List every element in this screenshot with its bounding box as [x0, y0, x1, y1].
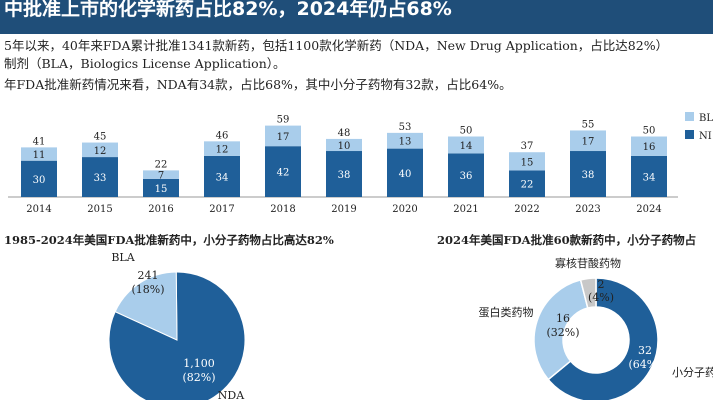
bar-bla-value-label: 17 [277, 132, 290, 143]
intro-paragraph-line-1: 5年以来，40年来FDA累计批准1341款新药，包括1100款化学新药（NDA，… [4, 38, 669, 53]
pie-label-bla-name: BLA [111, 251, 135, 264]
donut-label-protein-pct: (32%) [546, 326, 579, 339]
bar-nda-2017 [204, 155, 240, 197]
legend-swatch-nda [685, 130, 694, 139]
bar-bla-2022 [509, 152, 545, 171]
header-bar: 中批准上市的化学新药占比82%，2024年仍占68% [0, 0, 713, 34]
bar-bla-value-label: 11 [33, 150, 46, 161]
bar-nda-2014 [21, 160, 57, 197]
bar-nda-2018 [265, 146, 301, 197]
bar-bla-value-label: 12 [94, 146, 107, 157]
donut-label-small-pct: (64%) [628, 358, 661, 371]
bar-bla-2016 [143, 170, 179, 179]
bar-bla-value-label: 15 [521, 157, 534, 168]
bar-total-label: 48 [338, 128, 351, 139]
donut-chart-title: 2024年美国FDA批准60款新药中，小分子药物占 [437, 233, 697, 247]
donut-chart: 32(64%) 小分子药 16(32%) 蛋白类药物 2(4%) 寡核苷酸药物 [479, 256, 713, 400]
bar-nda-value-label: 34 [643, 172, 656, 183]
pie-label-nda-name: NDA [218, 389, 245, 400]
bar-nda-2021 [448, 153, 484, 197]
x-tick-label: 2022 [514, 204, 539, 215]
x-tick-label: 2019 [331, 204, 356, 215]
pie-chart-title: 1985-2024年美国FDA批准新药中，小分子药物占比高达82% [4, 233, 334, 247]
donut-label-small-name: 小分子药 [672, 366, 713, 379]
bar-bla-2023 [570, 130, 606, 152]
bar-bla-2017 [204, 141, 240, 156]
pie-slice-bla [114, 271, 178, 341]
x-tick-label: 2024 [636, 204, 661, 215]
bar-nda-value-label: 22 [521, 180, 534, 191]
bar-nda-2024 [631, 155, 667, 197]
bar-bla-value-label: 13 [399, 137, 412, 148]
x-tick-label: 2017 [209, 204, 234, 215]
bar-nda-value-label: 42 [277, 168, 290, 179]
stacked-bar-chart: 3011412014331245201515722201634124620174… [8, 112, 713, 215]
x-tick-label: 2015 [87, 204, 112, 215]
bar-nda-value-label: 40 [399, 169, 412, 180]
bar-nda-2020 [387, 148, 423, 197]
x-tick-label: 2021 [453, 204, 478, 215]
bar-nda-value-label: 30 [33, 175, 46, 186]
x-tick-label: 2014 [26, 204, 51, 215]
donut-label-oligo-pct: (4%) [588, 291, 614, 304]
bar-nda-2016 [143, 178, 179, 197]
bar-bla-2019 [326, 138, 362, 152]
donut-label-oligo-name: 寡核苷酸药物 [555, 256, 621, 270]
bar-nda-value-label: 15 [155, 184, 168, 195]
donut-label-small-value: 32 [638, 344, 652, 357]
donut-label-oligo-value: 2 [598, 278, 605, 291]
x-tick-label: 2023 [575, 204, 600, 215]
x-tick-label: 2016 [148, 204, 173, 215]
bar-total-label: 22 [155, 159, 168, 170]
legend-label-bla: BL [699, 113, 713, 124]
bar-bla-value-label: 7 [158, 171, 164, 182]
x-tick-label: 2018 [270, 204, 295, 215]
donut-slice-protein [533, 279, 589, 381]
bar-bla-2024 [631, 136, 667, 156]
bar-bla-value-label: 16 [643, 142, 656, 153]
bar-total-label: 41 [33, 136, 46, 147]
pie-label-bla-pct: (18%) [131, 283, 164, 296]
legend-swatch-bla [685, 112, 694, 121]
intro-paragraph-line-3: 年FDA批准新药情况来看，NDA有34款，占比68%，其中小分子药物有32款，占… [4, 77, 512, 92]
bar-nda-value-label: 38 [582, 170, 595, 181]
x-tick-label: 2020 [392, 204, 417, 215]
bar-total-label: 53 [399, 122, 412, 133]
intro-paragraph-line-2: 制剂（BLA，Biologics License Application）。 [4, 56, 286, 71]
bar-nda-value-label: 36 [460, 171, 473, 182]
bar-nda-value-label: 33 [94, 173, 107, 184]
bar-bla-value-label: 17 [582, 137, 595, 148]
bar-bla-2014 [21, 147, 57, 161]
bar-total-label: 59 [277, 115, 290, 126]
pie-label-nda-pct: (82%) [182, 371, 215, 384]
donut-label-protein-name: 蛋白类药物 [479, 305, 534, 319]
bar-total-label: 50 [460, 126, 473, 137]
bar-bla-2015 [82, 142, 118, 158]
bar-total-label: 37 [521, 141, 534, 152]
bar-bla-value-label: 10 [338, 141, 351, 152]
bar-total-label: 55 [582, 119, 595, 130]
bar-bla-2021 [448, 136, 484, 154]
bar-nda-value-label: 38 [338, 170, 351, 181]
bar-bla-value-label: 14 [460, 141, 473, 152]
legend-label-nda: NI [699, 131, 712, 142]
donut-label-protein-value: 16 [556, 312, 570, 325]
bar-nda-2019 [326, 151, 362, 197]
bar-nda-2022 [509, 170, 545, 197]
bar-total-label: 50 [643, 126, 656, 137]
pie-label-nda-value: 1,100 [183, 357, 215, 370]
bar-total-label: 45 [94, 132, 107, 143]
bar-bla-value-label: 12 [216, 145, 229, 156]
page-title: 中批准上市的化学新药占比82%，2024年仍占68% [4, 0, 452, 20]
donut-slice-oligonucleotide [579, 277, 597, 309]
bar-nda-2023 [570, 151, 606, 197]
bar-bla-2020 [387, 132, 423, 149]
bar-nda-value-label: 34 [216, 172, 229, 183]
pie-label-bla-value: 241 [138, 269, 159, 282]
donut-slice-small-molecule [547, 277, 659, 400]
pie-chart: 241(18%) BLA 1,100(82%)NDA [108, 251, 246, 400]
bar-nda-2015 [82, 157, 118, 197]
bar-total-label: 46 [216, 130, 229, 141]
bar-bla-2018 [265, 125, 301, 147]
